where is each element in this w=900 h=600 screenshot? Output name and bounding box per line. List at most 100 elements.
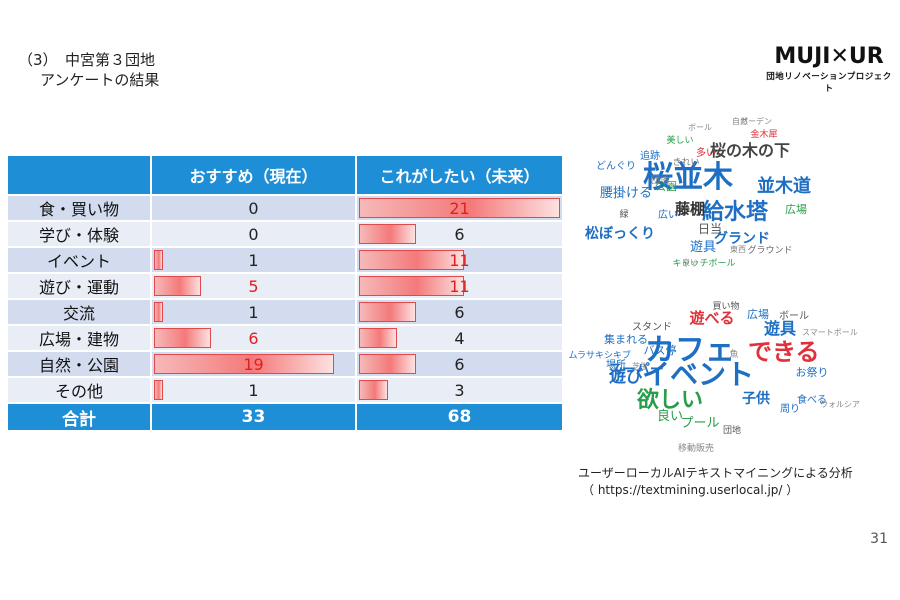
row-future-cell: 3 [355,376,564,404]
cloud-current-word: 給水塔 [702,199,769,225]
row-category: その他 [6,376,152,404]
cloud-future-word: カフェ [645,333,735,368]
row-future-bar [359,354,416,374]
row-future-bar [359,198,560,218]
cloud-future-word: お祭り [795,366,829,380]
cloud-current-word: 藤棚 [675,200,706,218]
caption-line1: ユーザーローカルAIテキストマイニングによる分析 [578,466,853,480]
page-number: 31 [870,531,888,547]
logo-main-text: MUJI✕UR [774,44,884,69]
cloud-future-word: ウォルシア [820,400,860,410]
cloud-future-word: 場所 [606,360,626,371]
row-future-value: 4 [454,328,465,348]
cloud-current-word: 金木犀 [750,129,778,140]
row-category: イベント [6,246,152,274]
cloud-future-word: スーパー [608,361,664,378]
cloud-current-word: どんぐり [596,161,636,172]
row-now-cell: 6 [150,324,357,352]
cloud-current-word: 緑 [619,209,629,220]
table-row: その他 1 3 [6,376,564,404]
cloud-future-word: 広場 [747,308,769,322]
table-header-now: おすすめ（現在） [150,154,357,196]
analysis-caption: ユーザーローカルAIテキストマイニングによる分析 （ https://textm… [578,465,853,499]
cloud-future-word: 魚 [729,349,739,360]
row-future-value: 21 [449,198,470,218]
cloud-future-word: 周り [780,404,800,415]
row-now-value: 1 [248,250,259,270]
total-future: 68 [355,402,564,432]
cloud-current-word: 団地 [651,175,670,186]
cloud-current-word: 自然 [732,117,748,127]
row-future-cell: 6 [355,220,564,248]
row-future-cell: 6 [355,350,564,378]
cloud-current-word: 並木道 [757,176,811,198]
table-header-category [6,154,152,196]
cloud-current-word: 良い [682,258,698,268]
total-label: 合計 [6,402,152,432]
row-category: 自然・公園 [6,350,152,378]
cloud-future-word: 遊び [609,366,643,387]
row-future-value: 11 [449,250,470,270]
table-row: 食・買い物 0 21 [6,194,564,222]
row-now-value: 19 [243,354,264,374]
table-row: イベント 1 11 [6,246,564,274]
cloud-future-word: 移動販売 [678,443,715,454]
table-row: 広場・建物 6 4 [6,324,564,352]
row-now-bar [154,354,334,374]
cloud-current-word: 日当 [698,221,723,236]
cloud-current-word: キャッチボール [672,258,736,269]
cloud-future-word: プール [680,416,720,432]
row-future-value: 6 [454,302,465,322]
row-future-cell: 6 [355,298,564,326]
cloud-current-word: 公園 [655,180,677,194]
row-category: 広場・建物 [6,324,152,352]
cloud-future-word: ボール [779,311,809,322]
cloud-future-word: 集まれる [604,333,648,347]
cloud-future-word: 団地 [723,425,742,436]
cloud-current-word: ボール [688,123,712,133]
cloud-current-word: 腰掛ける [600,186,653,202]
cloud-future-word: 買い物 [712,301,740,312]
row-category: 交流 [6,298,152,326]
muji-ur-logo: MUJI✕UR 団地リノベーションプロジェクト [766,44,892,94]
cloud-current-word: ガーデン [740,117,772,127]
row-future-cell: 21 [355,194,564,222]
table-row: 交流 1 6 [6,298,564,326]
row-now-bar [154,380,163,400]
row-future-cell: 11 [355,272,564,300]
row-future-value: 6 [454,354,465,374]
cloud-current-word: きれい [672,157,700,168]
row-now-cell: 1 [150,298,357,326]
cloud-current-word: 桜並木 [643,160,733,195]
row-future-bar [359,328,397,348]
row-now-cell: 0 [150,220,357,248]
row-now-bar [154,302,163,322]
cloud-future-word: 欲しい [637,387,704,413]
row-future-bar [359,302,416,322]
row-now-value: 6 [248,328,259,348]
row-now-cell: 0 [150,194,357,222]
cloud-current-word: 遊具 [690,240,717,256]
slide-title-line1: （3） 中宮第３団地 [18,51,156,69]
row-now-cell: 5 [150,272,357,300]
row-future-bar [359,224,416,244]
logo-sub-text: 団地リノベーションプロジェクト [766,72,892,94]
table-header-row: おすすめ（現在） これがしたい（未来） [6,154,564,196]
row-now-cell: 1 [150,246,357,274]
cloud-future-word: スマートボール [802,328,858,338]
cloud-current-word: グラウンド [747,245,793,256]
table-total-row: 合計 33 68 [6,402,564,432]
row-future-cell: 4 [355,324,564,352]
row-now-bar [154,250,163,270]
row-now-bar [154,328,211,348]
cloud-future-word: 食べる [797,395,827,406]
cloud-future-word: ムラサキシキブ [568,350,632,361]
table-header-future: これがしたい（未来） [355,154,564,196]
cloud-future-word: 遊べる [689,309,735,327]
row-future-bar [359,250,464,270]
table-row: 学び・体験 0 6 [6,220,564,248]
cloud-future-word: 良い [657,409,684,425]
row-category: 食・買い物 [6,194,152,222]
cloud-current-word: 桜の木の下 [710,141,791,161]
survey-table: おすすめ（現在） これがしたい（未来） 食・買い物 0 21 学び・体験 0 6 イベント 1… [6,154,564,432]
